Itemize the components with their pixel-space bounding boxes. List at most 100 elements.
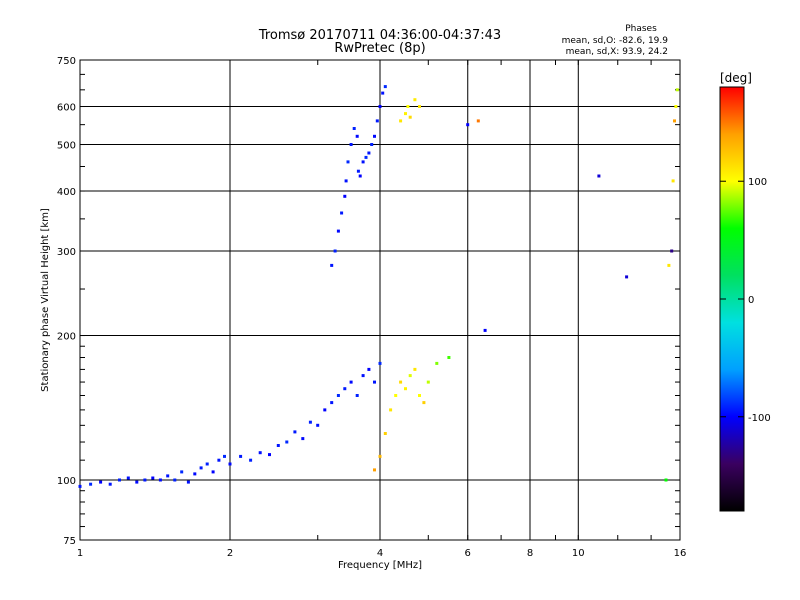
data-point: [370, 143, 374, 146]
phases-line-x: mean, sd,X: 93.9, 24.2: [566, 47, 668, 57]
data-point: [671, 179, 675, 183]
data-point: [89, 482, 93, 486]
data-point: [158, 478, 162, 482]
data-point: [330, 263, 334, 267]
data-point: [336, 394, 340, 397]
phases-title: Phases: [625, 24, 657, 34]
data-point: [249, 458, 253, 462]
data-point: [349, 143, 353, 146]
data-point: [173, 478, 177, 482]
x-tick-label: 1: [77, 548, 83, 559]
x-tick-label: 16: [674, 548, 687, 559]
data-point: [408, 374, 412, 378]
y-tick-label: 100: [57, 476, 76, 487]
y-tick-label: 600: [57, 103, 76, 114]
data-point: [373, 134, 376, 138]
data-point: [343, 194, 347, 198]
data-point: [358, 174, 362, 178]
data-point: [361, 160, 365, 164]
x-tick-label: 6: [465, 548, 471, 559]
data-point: [664, 478, 668, 482]
data-point: [217, 458, 221, 462]
y-tick-label: 750: [57, 56, 76, 67]
y-tick-label: 300: [57, 247, 76, 258]
x-tick-labels: 1 2 4 6 8 10 16: [77, 548, 687, 559]
data-point: [135, 480, 139, 484]
data-point: [364, 155, 368, 159]
data-point: [435, 361, 439, 365]
data-point: [381, 91, 385, 95]
data-point: [426, 380, 430, 384]
data-point: [674, 105, 678, 108]
data-point: [383, 85, 387, 89]
y-tick-labels: 75 100 200 300 400 500 600 750: [57, 56, 76, 547]
colorbar-tick-label: 100: [748, 177, 767, 188]
data-point: [413, 98, 417, 102]
data-point: [239, 454, 243, 458]
x-tick-label: 8: [527, 548, 533, 559]
data-point: [361, 374, 365, 378]
data-point: [316, 423, 320, 427]
x-tick-label: 2: [227, 548, 233, 559]
x-tick-label: 10: [572, 548, 585, 559]
data-point: [408, 115, 412, 119]
data-point: [394, 394, 398, 397]
data-point: [447, 356, 451, 359]
data-point: [126, 476, 130, 480]
data-point: [670, 249, 674, 253]
data-point: [355, 394, 359, 397]
data-point: [352, 127, 356, 130]
data-point: [625, 275, 629, 279]
data-points: [78, 85, 679, 488]
data-point: [404, 387, 407, 391]
data-point: [323, 408, 327, 412]
data-point: [166, 474, 170, 478]
data-point: [346, 160, 350, 164]
data-point: [399, 119, 403, 123]
data-point: [466, 123, 470, 127]
data-point: [301, 437, 305, 441]
data-point: [143, 478, 147, 482]
data-point: [186, 480, 190, 484]
axis-ticks: [79, 59, 681, 540]
data-point: [373, 468, 376, 472]
data-point: [389, 408, 393, 412]
data-point: [330, 401, 334, 405]
data-point: [383, 432, 387, 435]
data-point: [223, 454, 226, 458]
colorbar-tick-label: 0: [748, 295, 754, 306]
data-point: [199, 466, 203, 470]
data-point: [483, 328, 487, 332]
data-point: [151, 476, 155, 480]
data-point: [99, 480, 103, 484]
data-point: [356, 169, 360, 173]
data-point: [373, 380, 376, 384]
y-tick-label: 200: [57, 332, 76, 343]
data-point: [258, 451, 262, 455]
x-axis-label: Frequency [MHz]: [338, 560, 422, 571]
y-tick-label: 400: [57, 187, 76, 198]
colorbar-tick-label: -100: [748, 413, 771, 424]
data-point: [378, 361, 382, 365]
data-point: [308, 420, 312, 424]
grid-lines: [80, 60, 680, 540]
data-point: [293, 430, 297, 434]
data-point: [78, 484, 82, 488]
data-point: [418, 394, 421, 397]
data-point: [344, 179, 348, 183]
data-point: [597, 174, 601, 178]
chart-title: Tromsø 20170711 04:36:00-04:37:43: [258, 28, 501, 43]
data-point: [205, 462, 209, 466]
data-point: [355, 134, 359, 138]
data-point: [180, 470, 184, 474]
data-point: [349, 380, 353, 384]
colorbar-ticks: 100 0 -100: [720, 177, 771, 424]
data-point: [378, 454, 382, 458]
data-point: [375, 119, 379, 123]
data-point: [340, 211, 344, 215]
data-point: [413, 367, 417, 371]
data-point: [336, 229, 340, 233]
phases-line-o: mean, sd,O: -82.6, 19.9: [562, 36, 669, 46]
data-point: [193, 472, 197, 476]
data-point: [285, 440, 289, 444]
